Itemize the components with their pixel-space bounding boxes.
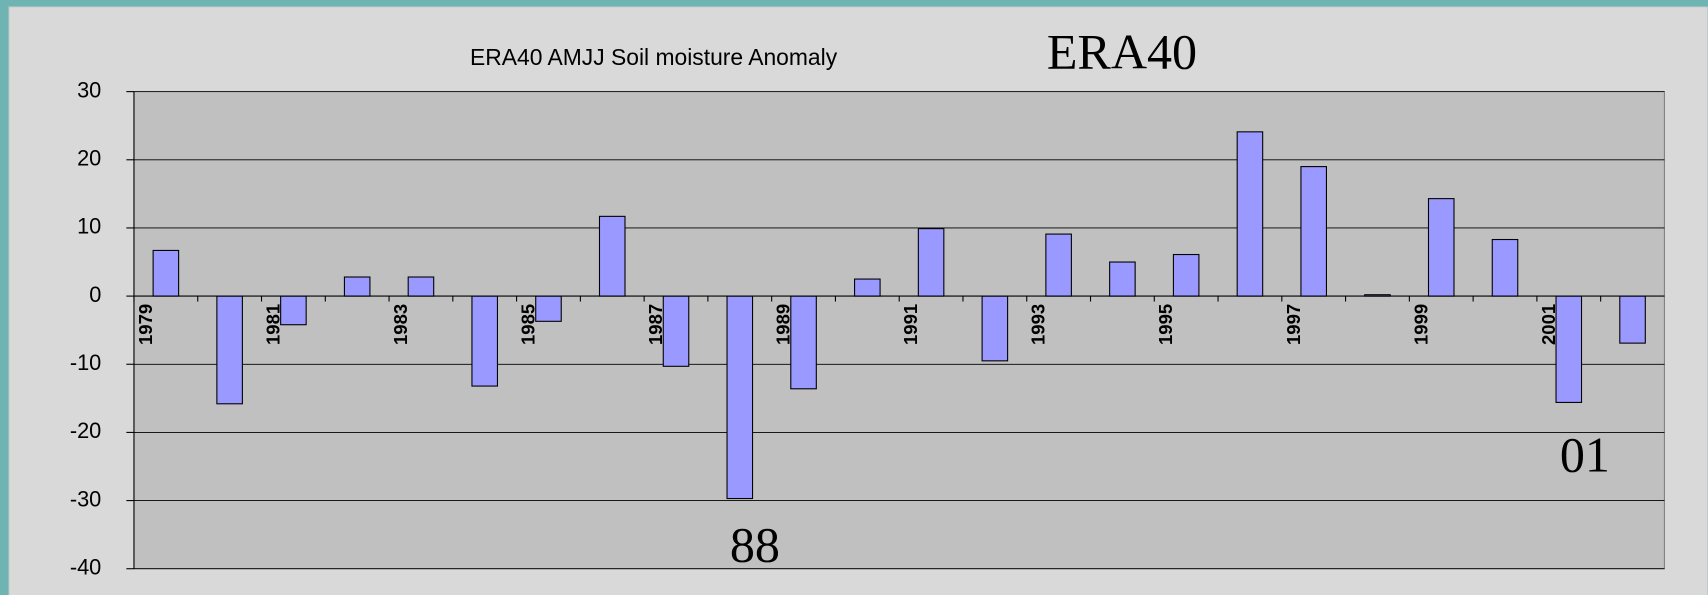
x-tick-label: 1995: [1155, 304, 1176, 345]
bar: [1172, 253, 1200, 297]
bar: [598, 215, 626, 297]
x-tick-label: 1987: [645, 304, 666, 345]
bar: [343, 276, 371, 297]
bar: [1427, 198, 1455, 297]
x-tick-label: 1997: [1283, 304, 1304, 345]
chart-title: ERA40 AMJJ Soil moisture Anomaly: [470, 44, 838, 70]
bar: [854, 278, 881, 297]
bar: [981, 295, 1009, 362]
x-tick-label: 1985: [518, 304, 539, 345]
y-tick-label: -40: [70, 554, 101, 579]
x-tick-label: 1993: [1028, 304, 1049, 345]
x-tick-label: 1989: [773, 304, 794, 345]
y-tick-label: 10: [77, 214, 101, 239]
bar: [1109, 261, 1136, 297]
bar: [152, 249, 180, 297]
bar: [917, 228, 945, 297]
bar: [1491, 238, 1519, 297]
bar: [1300, 166, 1327, 297]
y-tick-label: 20: [77, 146, 101, 171]
annotation: 88: [730, 517, 780, 573]
annotation: 01: [1560, 426, 1610, 482]
annotation: ERA40: [1047, 23, 1197, 79]
x-tick-label: 1991: [900, 304, 921, 345]
x-tick-label: 1999: [1410, 304, 1431, 345]
y-tick-label: 0: [89, 282, 101, 307]
plot-area: [133, 91, 1665, 570]
bar: [1045, 233, 1072, 297]
x-tick-label: 1979: [135, 304, 156, 345]
bar: [407, 276, 435, 297]
bar: [790, 295, 817, 390]
bar: [1236, 131, 1264, 297]
bar: [535, 295, 562, 322]
y-tick-label: 30: [77, 77, 101, 102]
x-tick-label: 2001: [1538, 304, 1559, 345]
bar: [1619, 295, 1646, 344]
bar: [726, 295, 754, 500]
bar: [471, 295, 499, 387]
bar: [216, 295, 243, 405]
x-tick-label: 1983: [390, 304, 411, 345]
bar: [662, 295, 690, 367]
y-tick-label: -30: [70, 486, 101, 511]
y-tick-label: -20: [70, 418, 101, 443]
bar: [1555, 295, 1583, 403]
y-tick-label: -10: [70, 350, 101, 375]
bar: [280, 295, 307, 326]
x-tick-label: 1981: [262, 304, 283, 345]
